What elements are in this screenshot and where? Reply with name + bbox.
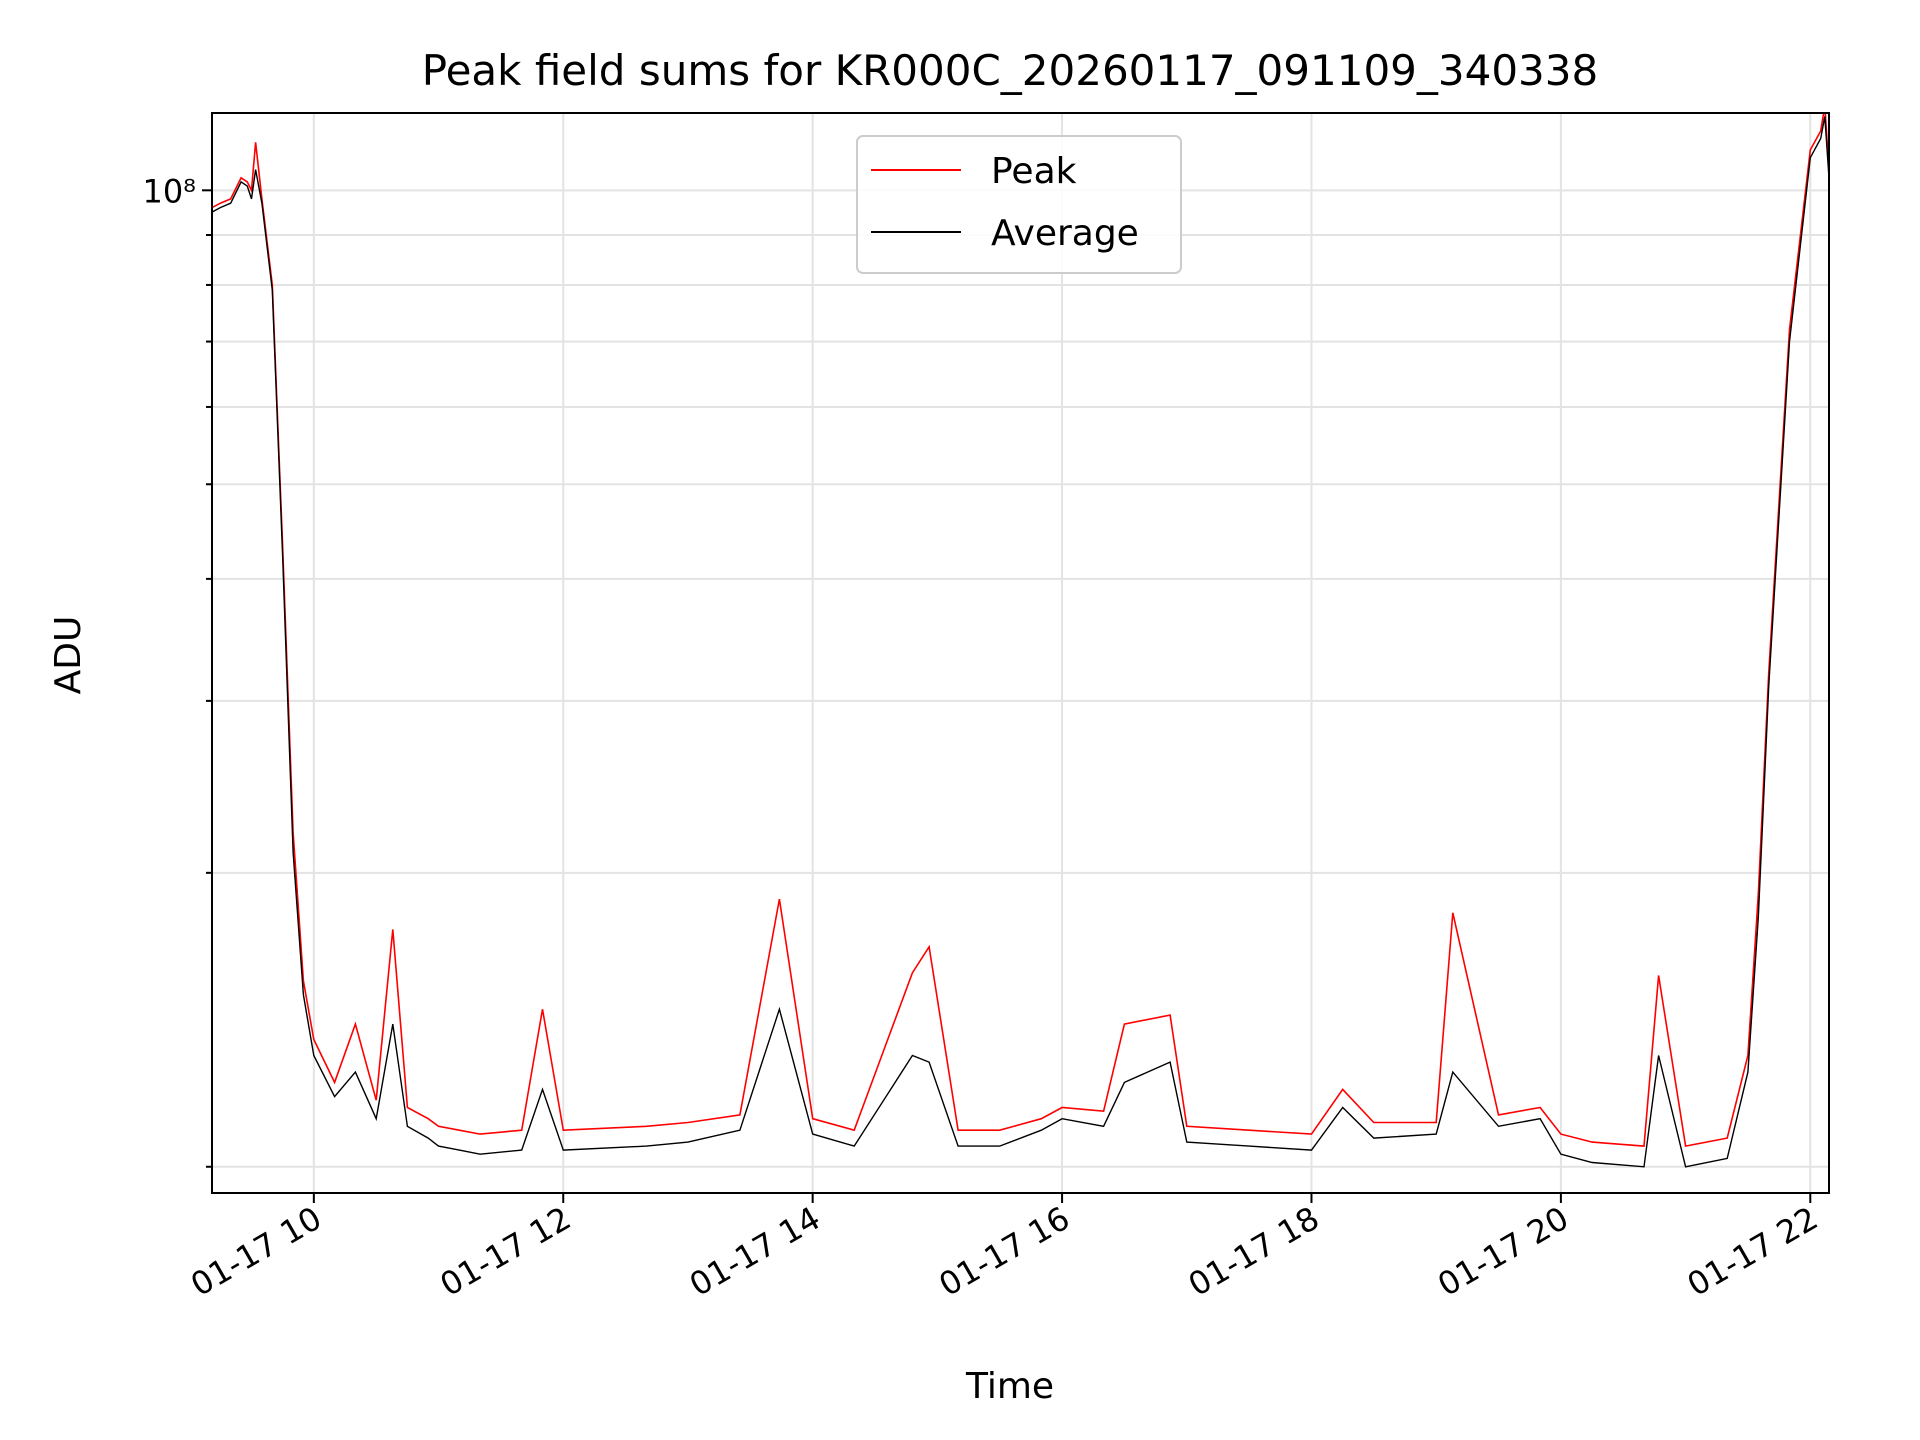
chart-title: Peak field sums for KR000C_20260117_0911… bbox=[422, 46, 1598, 95]
x-axis-label: Time bbox=[965, 1366, 1054, 1407]
x-tick-label: 01-17 16 bbox=[932, 1199, 1076, 1304]
y-axis-label: ADU bbox=[48, 616, 89, 695]
series-peak-line bbox=[212, 113, 1829, 1148]
legend: Peak Average bbox=[856, 135, 1182, 274]
x-tick-label: 01-17 20 bbox=[1431, 1199, 1575, 1304]
x-tick-label: 01-17 12 bbox=[434, 1199, 578, 1304]
grid bbox=[212, 113, 1829, 1193]
legend-label-peak: Peak bbox=[991, 151, 1077, 192]
x-tick-label: 01-17 22 bbox=[1681, 1199, 1825, 1304]
series-average-line bbox=[212, 116, 1829, 1168]
x-tick-label: 01-17 18 bbox=[1182, 1199, 1326, 1304]
x-tick-label: 01-17 10 bbox=[184, 1199, 328, 1304]
x-tick-label: 01-17 14 bbox=[683, 1199, 827, 1304]
plot-frame bbox=[211, 112, 1830, 1194]
legend-label-average: Average bbox=[991, 213, 1139, 254]
series-layer bbox=[212, 113, 1829, 1168]
y-tick-label: 10⁸ bbox=[142, 172, 196, 210]
